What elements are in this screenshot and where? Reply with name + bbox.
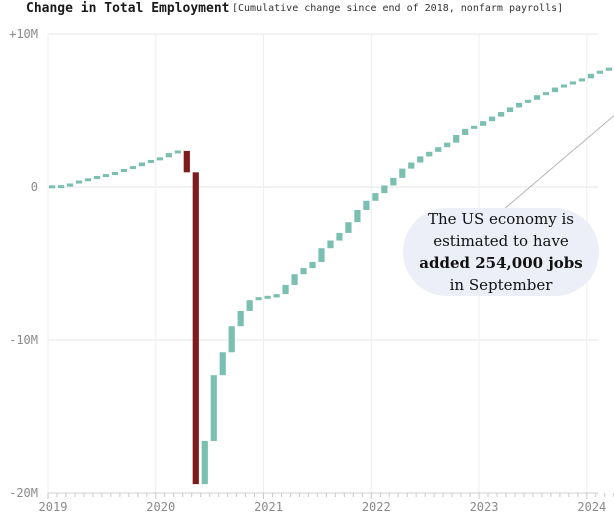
bar: [318, 248, 325, 262]
bar: [282, 284, 289, 295]
bar: [426, 151, 433, 157]
y-tick-label: -10M: [9, 333, 38, 347]
bar: [327, 240, 334, 249]
bar: [300, 268, 307, 275]
bar: [587, 73, 594, 79]
bar: [237, 310, 244, 327]
bar: [462, 128, 469, 135]
annotation-arrow: [502, 114, 614, 211]
bar: [291, 274, 298, 285]
annotation-callout: The US economy is estimated to have adde…: [403, 208, 599, 296]
bar: [147, 159, 154, 163]
bar: [480, 121, 487, 126]
bar: [399, 168, 406, 178]
y-tick-label: -20M: [9, 486, 38, 500]
x-tick-label: 2024: [577, 500, 606, 514]
bar: [560, 84, 568, 88]
bar: [605, 67, 612, 71]
bar: [201, 440, 208, 485]
x-tick-label: 2021: [254, 500, 283, 514]
bar: [129, 166, 137, 170]
bar: [165, 153, 172, 158]
bar: [489, 116, 496, 122]
annotation-line-1: The US economy is: [428, 210, 574, 228]
bar: [381, 185, 388, 194]
bar: [417, 156, 424, 163]
y-tick-label: +10M: [9, 27, 38, 41]
bar: [228, 326, 235, 353]
bar: [551, 87, 559, 93]
arrow-line: [502, 114, 614, 211]
bar: [515, 102, 523, 108]
bar: [578, 78, 586, 82]
x-tick-label: 2020: [146, 500, 175, 514]
bar: [102, 174, 110, 178]
bar: [569, 81, 577, 85]
bar: [192, 172, 199, 485]
bar: [66, 183, 74, 187]
bar: [219, 352, 226, 376]
bar: [524, 99, 532, 103]
bar: [84, 178, 92, 182]
bars: [49, 67, 612, 485]
bar: [408, 162, 415, 169]
x-tick-label: 2019: [39, 500, 68, 514]
bar: [156, 157, 163, 161]
bar: [471, 125, 478, 129]
bar: [120, 168, 128, 173]
bar: [390, 177, 397, 186]
chart-title: Change in Total Employment: [26, 1, 230, 16]
bar: [542, 92, 550, 96]
bar: [246, 300, 253, 311]
bar: [372, 193, 379, 201]
bar: [174, 150, 181, 154]
annotation-line-3: added 254,000 jobs: [419, 254, 583, 272]
bar: [596, 70, 603, 74]
bar: [336, 232, 343, 241]
y-tick-label: 0: [31, 180, 38, 194]
bar: [273, 294, 280, 298]
bar: [183, 150, 190, 173]
bar: [75, 180, 83, 184]
bar: [453, 134, 460, 143]
bar: [533, 95, 541, 100]
bar: [255, 297, 262, 301]
bar: [354, 209, 361, 223]
bar: [111, 172, 119, 176]
annotation-line-4: in September: [449, 276, 553, 294]
bar: [210, 375, 217, 441]
bar: [49, 185, 56, 189]
bar: [506, 107, 514, 113]
y-axis: +10M 0 -10M -20M: [9, 27, 38, 500]
bar: [444, 142, 451, 148]
bar: [264, 295, 271, 299]
bar: [498, 112, 505, 117]
annotation-line-2: estimated to have: [433, 232, 569, 250]
bar: [93, 175, 101, 180]
x-axis: 2019 2020 2021 2022 2023 2024: [39, 492, 614, 514]
x-tick-label: 2022: [362, 500, 391, 514]
bar: [309, 261, 316, 269]
x-tick-label: 2023: [470, 500, 499, 514]
bar: [138, 162, 145, 167]
bar: [57, 185, 65, 189]
chart-subtitle: [Cumulative change since end of 2018, no…: [232, 3, 564, 14]
bar: [363, 200, 370, 210]
bar: [435, 147, 442, 152]
bar: [345, 222, 352, 233]
